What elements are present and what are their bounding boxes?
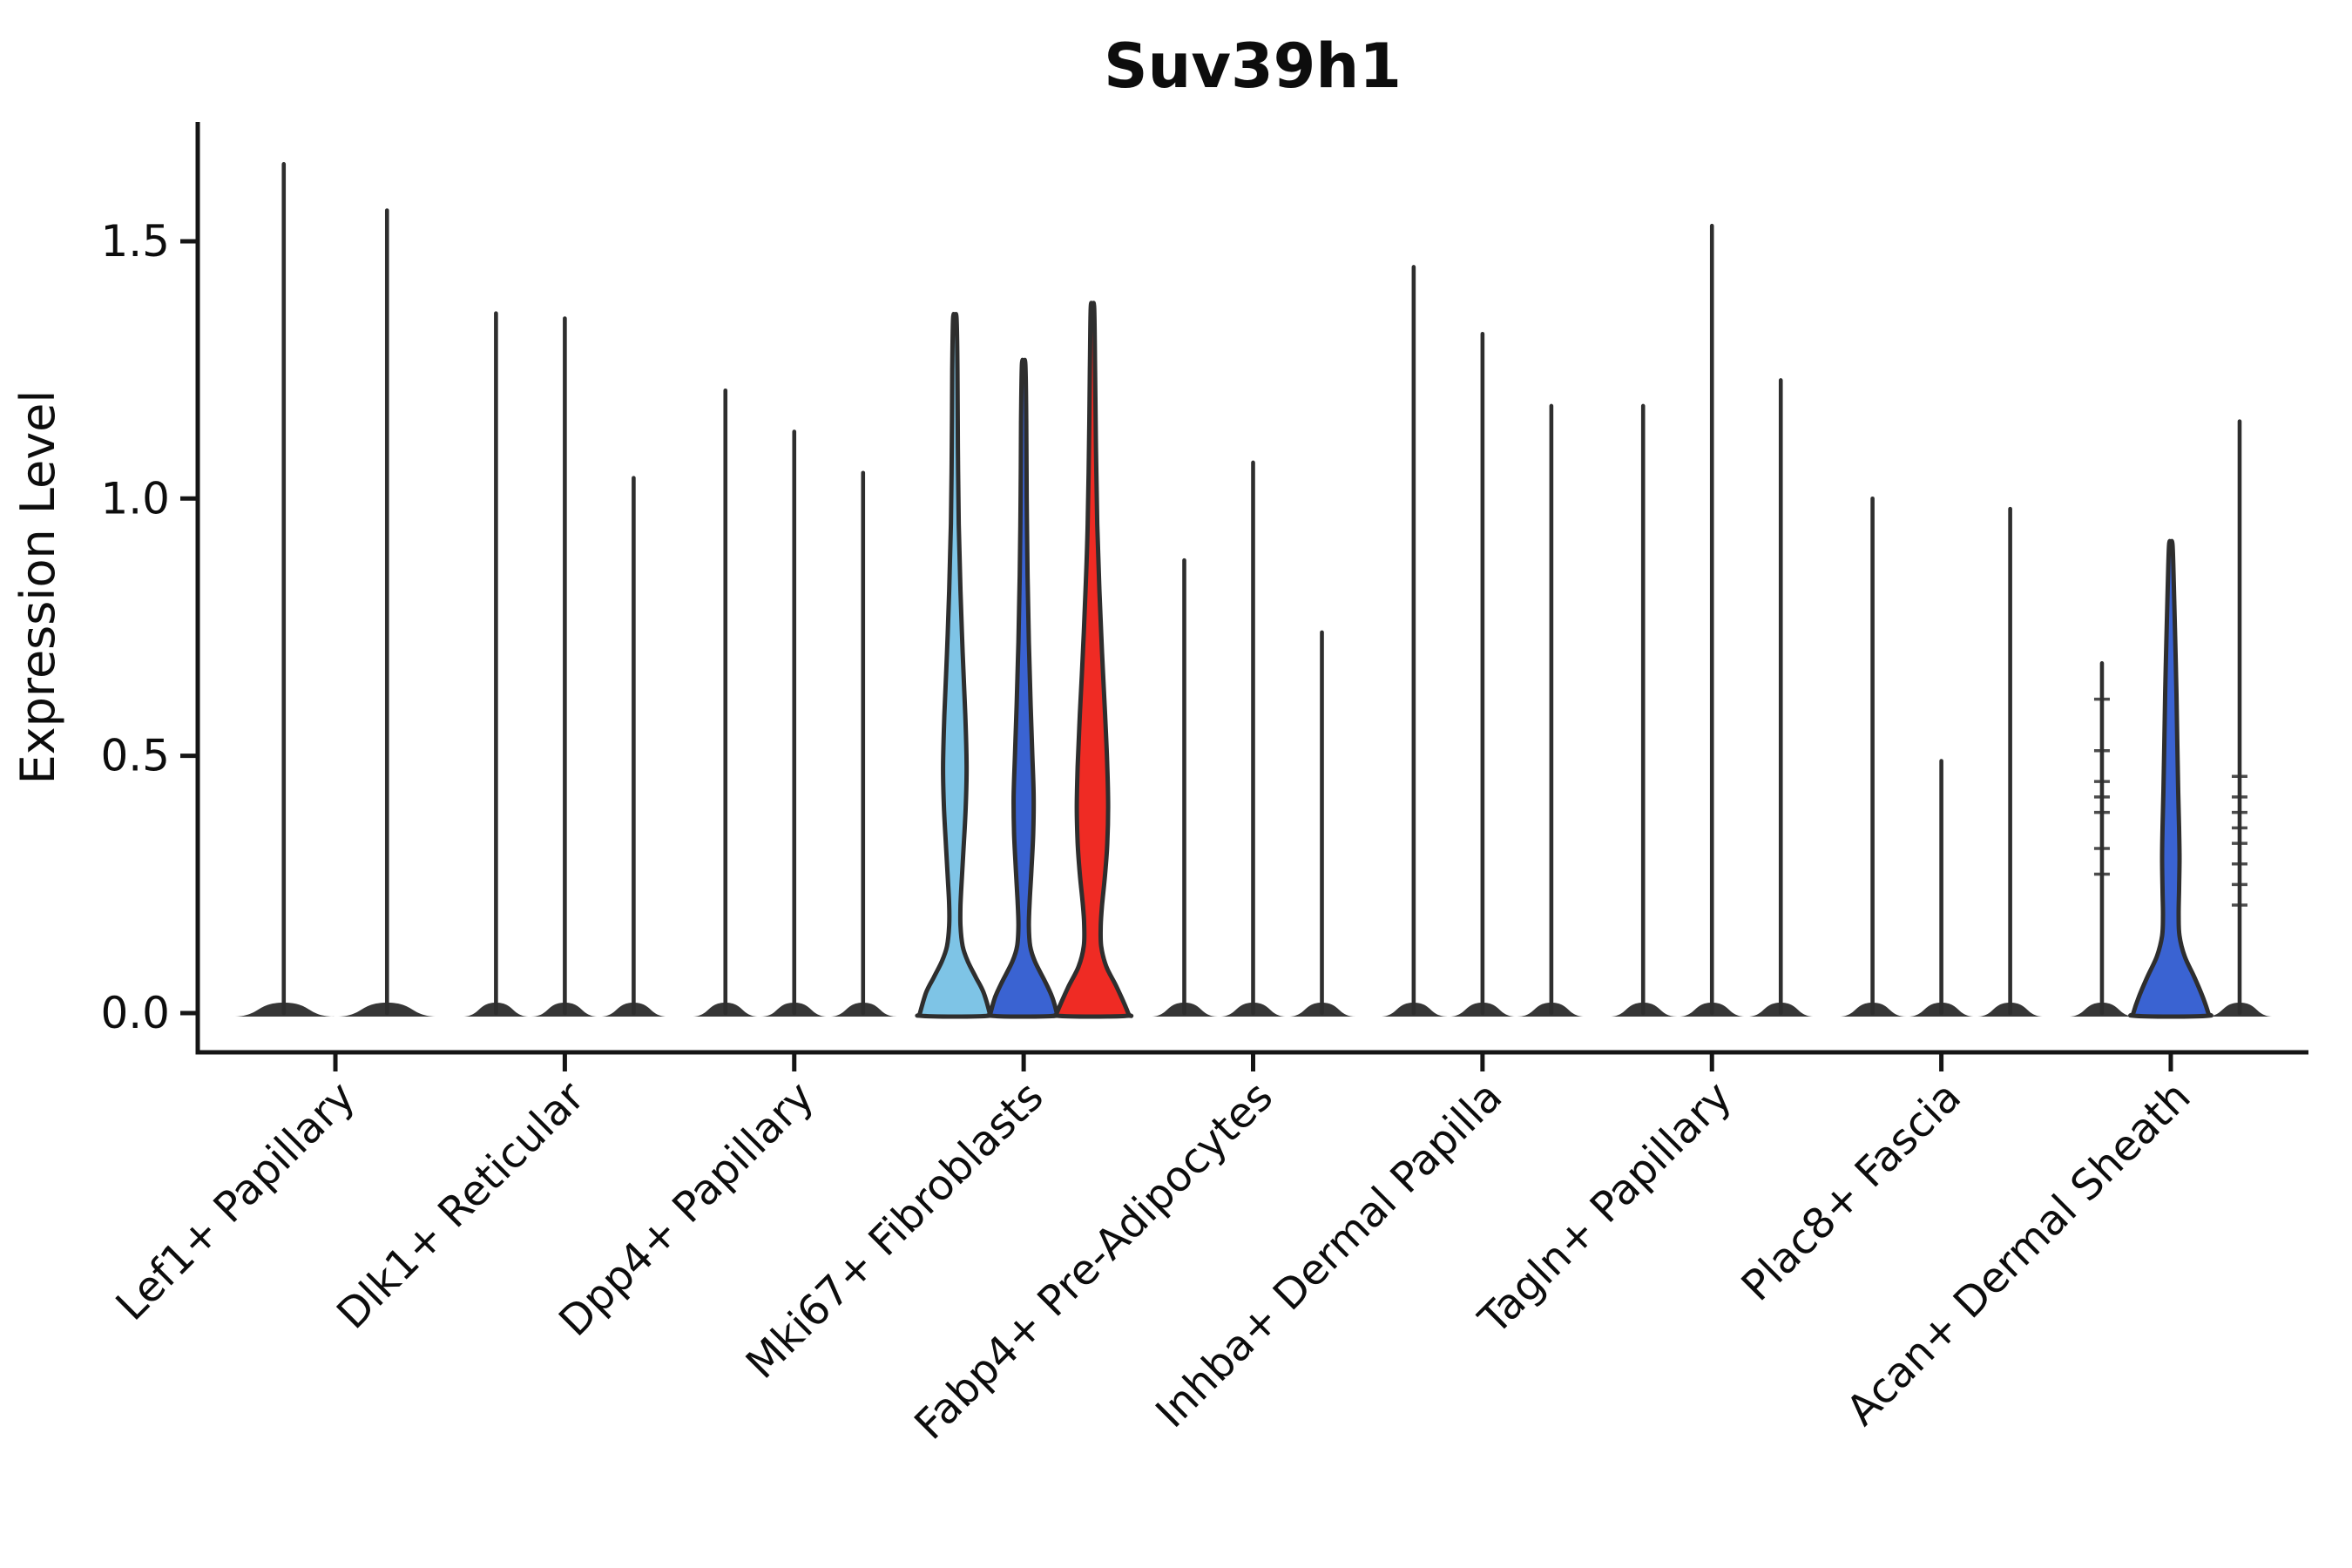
x-category-label: Tagln+ Papillary — [1469, 1072, 1740, 1344]
y-tick-label: 0.5 — [100, 731, 170, 781]
violin-filled — [1051, 301, 1134, 1019]
violin-filled — [915, 311, 995, 1019]
violin-filled — [2128, 538, 2213, 1019]
x-category-label: Lef1+ Papillary — [107, 1072, 365, 1330]
violin-filled — [985, 357, 1062, 1019]
y-tick-label: 1.0 — [100, 473, 170, 524]
y-axis-label: Expression Level — [10, 390, 65, 785]
y-tick-label: 1.5 — [100, 216, 170, 267]
y-tick-label: 0.0 — [100, 988, 170, 1038]
x-category-label: Plac8+ Fascia — [1733, 1072, 1971, 1311]
x-category-label: Dlk1+ Reticular — [328, 1072, 594, 1339]
x-category-label: Dpp4+ Papillary — [550, 1072, 823, 1346]
chart-title: Suv39h1 — [1104, 30, 1402, 102]
